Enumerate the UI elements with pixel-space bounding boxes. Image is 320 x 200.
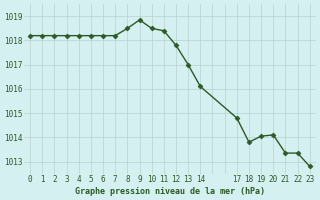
X-axis label: Graphe pression niveau de la mer (hPa): Graphe pression niveau de la mer (hPa): [75, 187, 265, 196]
